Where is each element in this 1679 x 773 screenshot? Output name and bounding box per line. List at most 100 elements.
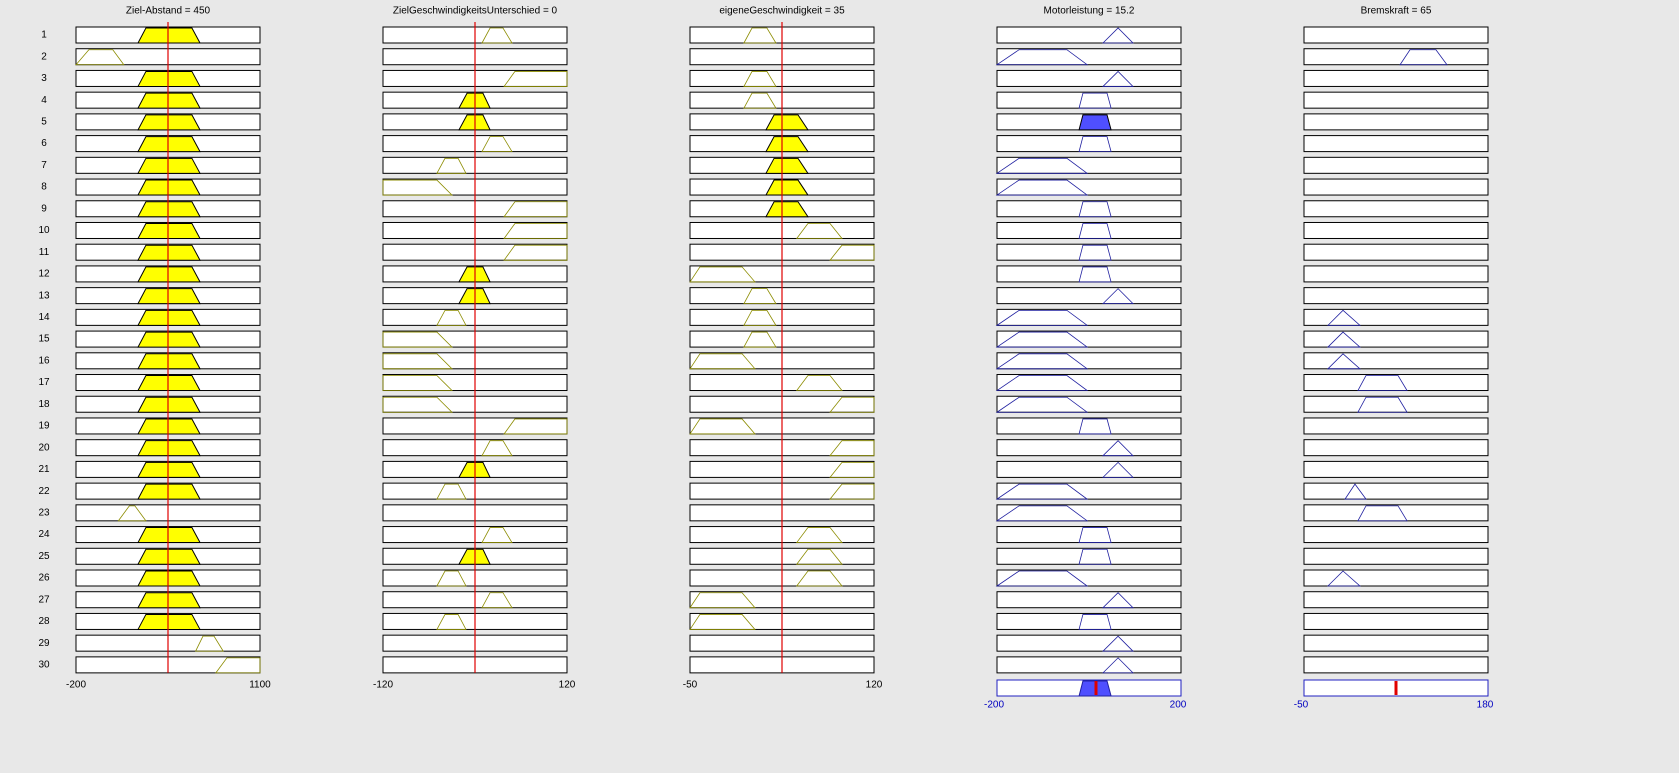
rule-number: 2 bbox=[41, 51, 47, 62]
membership-function bbox=[1078, 548, 1112, 565]
axis-label: 120 bbox=[866, 680, 883, 691]
rule-cell bbox=[996, 287, 1182, 305]
membership-function bbox=[1399, 49, 1448, 66]
axis-label: -200 bbox=[66, 680, 86, 691]
rule-cell bbox=[1303, 504, 1489, 522]
membership-function bbox=[481, 592, 513, 609]
membership-function bbox=[1102, 440, 1134, 457]
membership-function bbox=[137, 222, 201, 239]
membership-function bbox=[995, 309, 1089, 326]
membership-function bbox=[1102, 461, 1134, 478]
rule-cell bbox=[1303, 221, 1489, 239]
membership-function bbox=[137, 331, 201, 348]
axis-label: 180 bbox=[1477, 700, 1494, 711]
membership-function bbox=[995, 49, 1089, 66]
rule-cell bbox=[996, 612, 1182, 630]
membership-function bbox=[137, 548, 201, 565]
axis-label: -50 bbox=[683, 680, 698, 691]
rule-number: 14 bbox=[38, 312, 50, 323]
rule-number: 6 bbox=[41, 138, 47, 149]
axis-label: -200 bbox=[984, 700, 1004, 711]
membership-function bbox=[137, 27, 201, 44]
rule-cell bbox=[1303, 656, 1489, 674]
membership-function bbox=[689, 592, 756, 609]
membership-function bbox=[137, 570, 201, 587]
membership-function bbox=[137, 440, 201, 457]
axis-label: 1100 bbox=[249, 680, 271, 691]
axis-label: -50 bbox=[1294, 700, 1309, 711]
membership-function bbox=[1078, 418, 1112, 435]
rule-cell bbox=[996, 243, 1182, 261]
rule-cell bbox=[996, 591, 1182, 609]
membership-function bbox=[765, 157, 809, 174]
membership-function bbox=[689, 353, 756, 370]
rule-cell bbox=[996, 460, 1182, 478]
rule-cell bbox=[996, 417, 1182, 435]
rule-cell bbox=[1303, 569, 1489, 587]
rule-cell bbox=[1303, 634, 1489, 652]
rule-number: 29 bbox=[38, 638, 50, 649]
membership-function bbox=[743, 92, 777, 109]
membership-function bbox=[137, 353, 201, 370]
membership-function bbox=[1078, 136, 1112, 153]
membership-function bbox=[1078, 244, 1112, 261]
membership-function bbox=[1078, 92, 1112, 109]
rule-number: 10 bbox=[38, 225, 50, 236]
membership-function bbox=[795, 548, 843, 565]
membership-function bbox=[382, 179, 453, 196]
membership-function bbox=[995, 353, 1089, 370]
axis-label: -120 bbox=[373, 680, 393, 691]
membership-function bbox=[137, 375, 201, 392]
rule-cell bbox=[1303, 417, 1489, 435]
membership-function bbox=[137, 114, 201, 131]
membership-function bbox=[137, 461, 201, 478]
membership-function bbox=[382, 375, 453, 391]
membership-function bbox=[137, 396, 201, 413]
membership-function bbox=[689, 614, 756, 630]
membership-function bbox=[829, 440, 875, 457]
rule-number: 13 bbox=[38, 290, 50, 301]
rule-cell bbox=[996, 547, 1182, 565]
membership-function bbox=[481, 527, 513, 543]
membership-function bbox=[436, 309, 467, 326]
membership-function bbox=[1102, 27, 1134, 44]
membership-function bbox=[1326, 331, 1361, 348]
rule-cell bbox=[1303, 287, 1489, 305]
membership-function bbox=[795, 527, 843, 543]
membership-function bbox=[795, 570, 843, 587]
rule-number: 15 bbox=[38, 334, 50, 345]
membership-function bbox=[689, 418, 756, 435]
membership-function bbox=[1102, 635, 1134, 652]
membership-function bbox=[765, 114, 809, 131]
membership-function bbox=[1357, 396, 1408, 413]
rule-cell bbox=[1303, 135, 1489, 153]
membership-function bbox=[1357, 375, 1408, 391]
rule-cell bbox=[1303, 526, 1489, 544]
membership-function bbox=[765, 136, 809, 153]
rule-cell bbox=[1303, 439, 1489, 457]
rule-cell bbox=[1303, 482, 1489, 500]
membership-function bbox=[436, 157, 467, 174]
membership-function bbox=[995, 179, 1089, 196]
membership-function bbox=[1357, 505, 1408, 522]
membership-function bbox=[137, 157, 201, 174]
rule-number: 20 bbox=[38, 442, 50, 453]
axis-label: 120 bbox=[559, 680, 576, 691]
rule-cell bbox=[996, 482, 1182, 500]
membership-function bbox=[137, 201, 201, 218]
membership-function bbox=[765, 179, 809, 196]
membership-function bbox=[137, 288, 201, 305]
membership-function bbox=[995, 375, 1089, 391]
membership-function bbox=[829, 396, 875, 413]
membership-function bbox=[137, 418, 201, 435]
rule-cell bbox=[1303, 547, 1489, 565]
membership-function bbox=[137, 92, 201, 109]
rule-cell bbox=[1303, 48, 1489, 66]
membership-function bbox=[1078, 527, 1112, 543]
membership-function bbox=[117, 505, 147, 522]
rule-cell bbox=[996, 156, 1182, 174]
membership-function bbox=[765, 201, 809, 218]
membership-function bbox=[1326, 309, 1361, 326]
rule-cell bbox=[996, 352, 1182, 370]
